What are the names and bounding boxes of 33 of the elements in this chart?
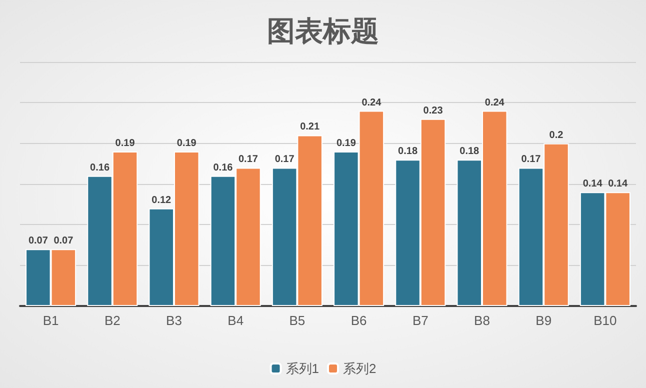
data-label: 0.21 (300, 122, 320, 133)
x-tick-label: B5 (289, 313, 306, 328)
data-label: 0.19 (115, 138, 136, 149)
x-tick-label: B7 (412, 313, 428, 328)
legend-label: 系列1 (286, 361, 320, 376)
x-tick-label: B9 (536, 313, 552, 328)
data-label: 0.14 (608, 178, 628, 190)
data-label: 0.24 (362, 97, 382, 108)
chart-title: 图表标题 (267, 14, 379, 48)
data-label: 0.18 (460, 146, 480, 158)
data-label: 0.18 (398, 146, 418, 158)
data-label: 0.16 (90, 162, 110, 174)
data-label: 0.17 (521, 154, 542, 166)
data-label: 0.19 (176, 138, 197, 149)
x-tick-label: B2 (104, 313, 120, 328)
x-tick-label: B6 (350, 313, 367, 328)
data-label: 0.16 (213, 162, 234, 174)
x-tick-label: B1 (42, 313, 59, 328)
data-label: 0.07 (28, 236, 48, 247)
data-label: 0.17 (238, 154, 258, 166)
data-label: 0.19 (336, 138, 356, 149)
data-label: 0.14 (582, 178, 603, 190)
x-tick-label: B10 (594, 313, 617, 328)
data-label: 0.07 (54, 236, 74, 247)
data-label: 0.2 (549, 130, 564, 141)
data-label: 0.12 (152, 194, 172, 206)
x-tick-label: B3 (166, 313, 182, 328)
data-label: 0.23 (423, 105, 444, 116)
data-label: 0.24 (484, 97, 505, 108)
legend-label: 系列2 (343, 361, 376, 376)
x-tick-label: B8 (474, 313, 490, 328)
data-label: 0.17 (274, 154, 295, 166)
x-tick-label: B4 (228, 313, 244, 328)
